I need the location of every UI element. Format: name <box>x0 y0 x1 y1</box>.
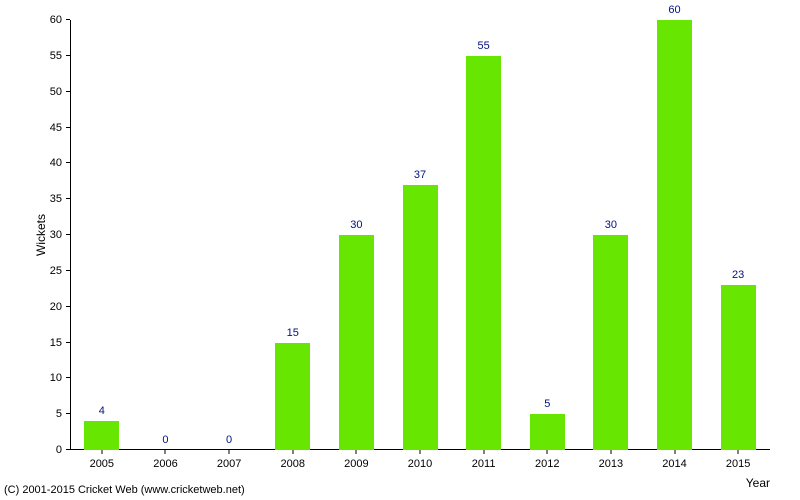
y-tick-label: 20 <box>32 301 62 313</box>
bar: 23 <box>721 285 756 450</box>
y-axis-line <box>70 20 71 450</box>
x-tick-label: 2006 <box>153 458 177 470</box>
x-tick-mark <box>547 450 548 454</box>
y-tick-mark <box>66 162 70 163</box>
x-tick-label: 2005 <box>90 458 114 470</box>
bar: 37 <box>403 185 438 450</box>
bar-value-label: 30 <box>605 219 617 231</box>
copyright-text: (C) 2001-2015 Cricket Web (www.cricketwe… <box>4 484 245 496</box>
x-tick-mark <box>674 450 675 454</box>
y-tick-label: 15 <box>32 337 62 349</box>
bar-value-label: 4 <box>99 405 105 417</box>
bar: 30 <box>593 235 628 450</box>
x-tick-label: 2012 <box>535 458 559 470</box>
plot-area: 0510152025303540455055602005420060200702… <box>70 20 770 450</box>
y-tick-mark <box>66 306 70 307</box>
x-tick-mark <box>165 450 166 454</box>
x-tick-mark <box>356 450 357 454</box>
bar-value-label: 37 <box>414 169 426 181</box>
y-tick-mark <box>66 377 70 378</box>
y-tick-label: 35 <box>32 193 62 205</box>
x-tick-mark <box>738 450 739 454</box>
y-tick-label: 10 <box>32 372 62 384</box>
bar: 4 <box>84 421 119 450</box>
bar-value-label: 60 <box>668 4 680 16</box>
y-tick-label: 55 <box>32 50 62 62</box>
bar-value-label: 0 <box>162 434 168 446</box>
bar: 60 <box>657 20 692 450</box>
x-tick-label: 2013 <box>599 458 623 470</box>
y-tick-mark <box>66 449 70 450</box>
y-tick-mark <box>66 55 70 56</box>
y-tick-label: 45 <box>32 122 62 134</box>
bar-value-label: 15 <box>287 327 299 339</box>
x-tick-mark <box>292 450 293 454</box>
y-tick-label: 60 <box>32 14 62 26</box>
x-tick-label: 2014 <box>662 458 686 470</box>
y-tick-mark <box>66 198 70 199</box>
y-tick-mark <box>66 127 70 128</box>
y-tick-label: 50 <box>32 86 62 98</box>
x-tick-label: 2015 <box>726 458 750 470</box>
x-tick-label: 2007 <box>217 458 241 470</box>
y-tick-mark <box>66 342 70 343</box>
x-tick-mark <box>610 450 611 454</box>
bar: 30 <box>339 235 374 450</box>
x-tick-label: 2011 <box>472 458 496 470</box>
y-tick-mark <box>66 413 70 414</box>
y-tick-mark <box>66 19 70 20</box>
x-axis-label: Year <box>746 476 770 490</box>
x-tick-mark <box>483 450 484 454</box>
chart-container: 0510152025303540455055602005420060200702… <box>70 20 770 450</box>
x-tick-label: 2009 <box>344 458 368 470</box>
x-tick-label: 2008 <box>280 458 304 470</box>
y-tick-label: 0 <box>32 444 62 456</box>
bar-value-label: 23 <box>732 269 744 281</box>
bar: 55 <box>466 56 501 450</box>
x-tick-label: 2010 <box>408 458 432 470</box>
bar: 5 <box>530 414 565 450</box>
y-tick-label: 5 <box>32 408 62 420</box>
x-tick-mark <box>229 450 230 454</box>
y-tick-label: 25 <box>32 265 62 277</box>
x-tick-mark <box>101 450 102 454</box>
y-tick-mark <box>66 270 70 271</box>
bar-value-label: 30 <box>350 219 362 231</box>
bar-value-label: 5 <box>544 398 550 410</box>
x-tick-mark <box>420 450 421 454</box>
y-axis-label: Wickets <box>34 214 48 256</box>
bar-value-label: 55 <box>478 40 490 52</box>
bar: 15 <box>275 343 310 451</box>
y-tick-label: 40 <box>32 157 62 169</box>
bar-value-label: 0 <box>226 434 232 446</box>
y-tick-mark <box>66 91 70 92</box>
y-tick-mark <box>66 234 70 235</box>
